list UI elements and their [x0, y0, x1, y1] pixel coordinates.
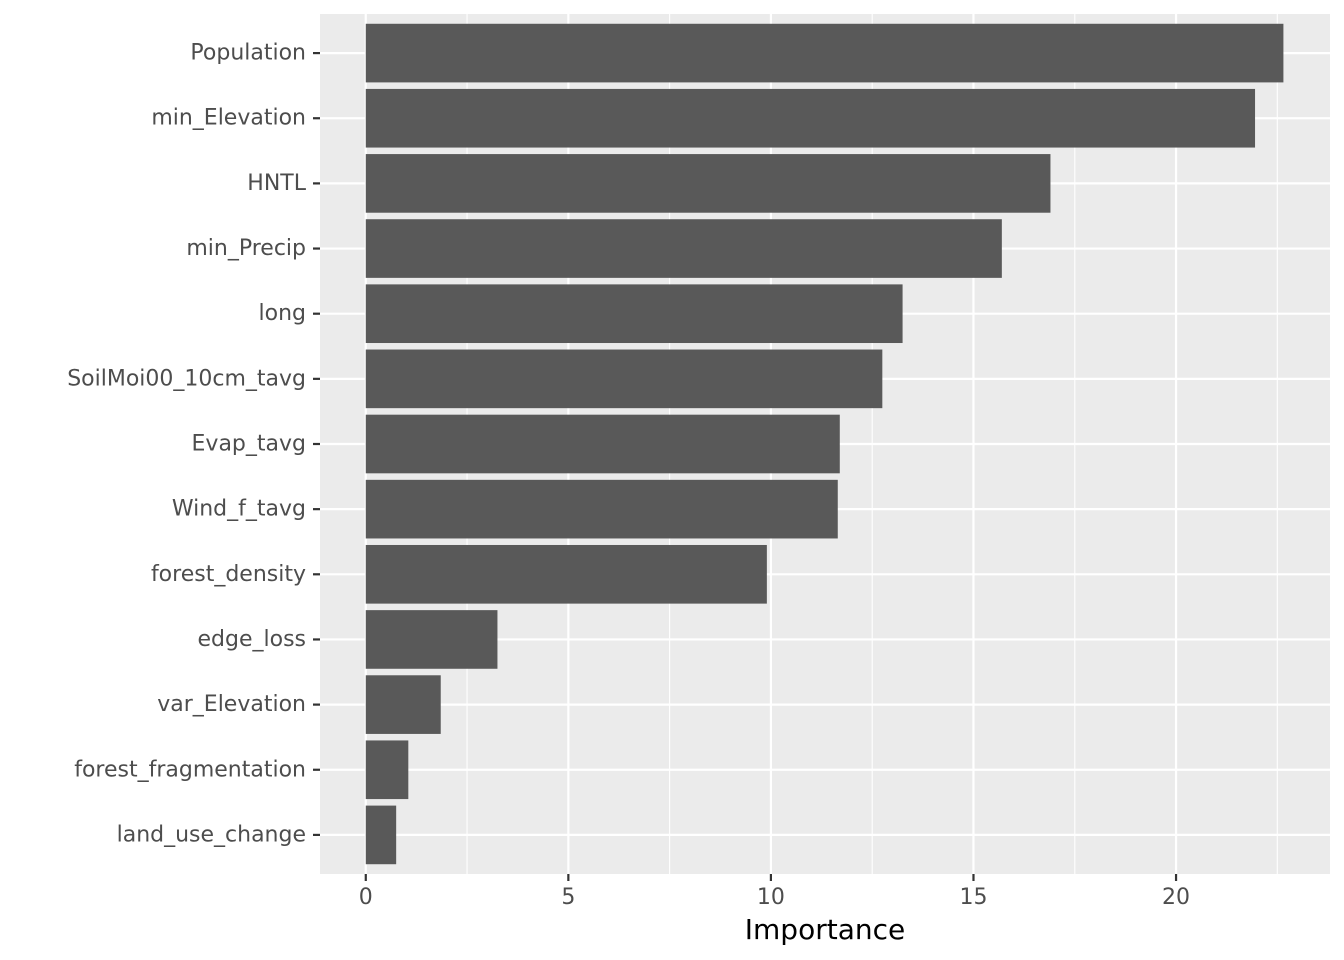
y-tick-label: var_Elevation — [157, 692, 306, 717]
x-tick-label: 5 — [561, 885, 575, 910]
y-axis: Population min_Elevation HNTL min_Preciplon… — [67, 41, 320, 847]
bar-min_Elevation — [365, 88, 1256, 148]
bar-forest_fragmentation — [365, 740, 409, 800]
x-tick-label: 10 — [757, 885, 785, 910]
y-tick-label: Population — [190, 41, 306, 66]
y-tick-label: SoilMoi00_10cm_tavg — [67, 366, 306, 391]
x-tick-label: 0 — [359, 885, 373, 910]
y-tick-label: Evap_tavg — [192, 432, 306, 457]
bar-forest_density — [365, 544, 767, 604]
x-tick-label: 15 — [959, 885, 987, 910]
y-tick-label: min_Elevation — [151, 106, 306, 131]
bar-Evap_tavg — [365, 414, 840, 474]
y-tick-label: land_use_change — [117, 822, 306, 847]
y-tick-label: forest_density — [151, 562, 306, 587]
x-tick-label: 20 — [1162, 885, 1190, 910]
bars — [365, 23, 1284, 865]
y-tick-label: HNTL — [247, 171, 306, 196]
y-tick-label: edge_loss — [198, 627, 307, 652]
bar-edge_loss — [365, 610, 498, 669]
bar-var_Elevation — [365, 675, 441, 734]
x-axis-title: Importance — [745, 913, 905, 946]
bar-SoilMoi00_10cm_tavg — [365, 349, 883, 409]
y-tick-label: long — [259, 301, 306, 326]
bar-min_Precip — [365, 219, 1002, 278]
bar-Population — [365, 23, 1284, 83]
bar-HNTL — [365, 154, 1051, 213]
y-tick-label: forest_fragmentation — [74, 757, 306, 782]
bar-land_use_change — [365, 805, 397, 865]
y-tick-label: Wind_f_tavg — [172, 497, 306, 522]
bar-Wind_f_tavg — [365, 479, 838, 539]
x-axis: 0 5 10 15 20 — [359, 874, 1190, 910]
y-tick-label: min_Precip — [186, 236, 306, 261]
bar-long — [365, 284, 903, 344]
